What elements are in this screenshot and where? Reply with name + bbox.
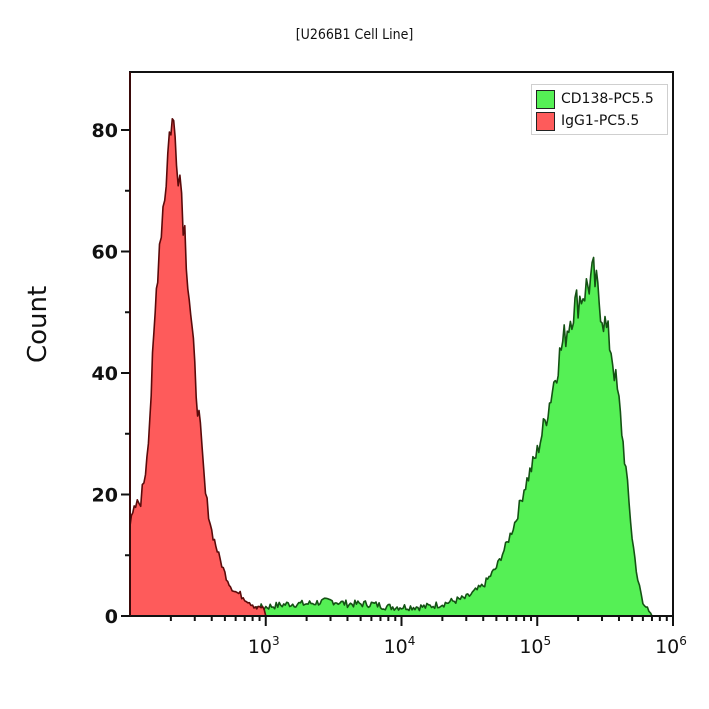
chart-title: [U266B1 Cell Line]: [295, 27, 414, 43]
y-tick-label: 20: [92, 485, 118, 507]
x-tick-label: 105: [519, 634, 551, 658]
legend: CD138-PC5.5 IgG1-PC5.5: [531, 84, 668, 135]
y-axis-ticks: 0 20 40 60 80: [92, 120, 130, 628]
x-axis-ticks: 103 104 105 106: [169, 616, 687, 658]
x-tick-label: 103: [248, 634, 280, 658]
y-tick-label: 0: [105, 606, 118, 628]
y-tick-label: 60: [92, 242, 118, 264]
legend-item-igg1: IgG1-PC5.5: [536, 110, 663, 132]
series-igg1-pc5.5: [129, 118, 267, 617]
series-cd138-pc5.5: [210, 256, 653, 617]
legend-item-cd138: CD138-PC5.5: [536, 88, 663, 110]
x-tick-label: 106: [655, 634, 687, 658]
y-tick-label: 40: [92, 363, 118, 385]
series-layer: [129, 118, 653, 617]
x-tick-label: 104: [384, 634, 416, 658]
legend-swatch-red: [536, 111, 555, 131]
y-tick-label: 80: [92, 120, 118, 142]
legend-swatch-green: [536, 89, 555, 109]
legend-label: CD138-PC5.5: [561, 91, 654, 107]
legend-label: IgG1-PC5.5: [561, 113, 640, 129]
